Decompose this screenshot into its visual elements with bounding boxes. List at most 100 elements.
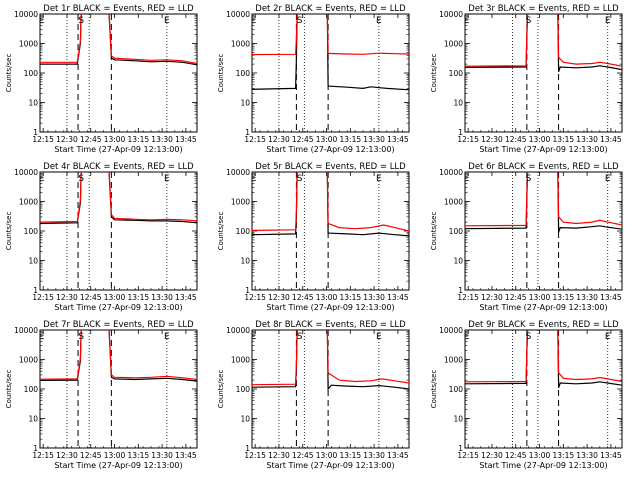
y-tick-label: 10000 bbox=[226, 168, 250, 177]
series-line-lld bbox=[465, 14, 622, 67]
chart-title: Det 8r BLACK = Events, RED = LLD bbox=[255, 320, 406, 330]
x-tick-label: 12:45 bbox=[505, 451, 527, 460]
x-tick-label: 13:30 bbox=[151, 135, 173, 144]
x-tick-label: 12:30 bbox=[268, 135, 290, 144]
y-tick-label: 1 bbox=[458, 286, 463, 295]
event-marker-e: E bbox=[251, 16, 257, 26]
y-tick-label: 100 bbox=[24, 69, 39, 78]
x-axis-title: Start Time (27-Apr-09 12:13:00) bbox=[266, 461, 394, 470]
x-tick-label: 13:00 bbox=[529, 135, 551, 144]
y-tick-label: 100 bbox=[236, 69, 251, 78]
y-tick-label: 1 bbox=[245, 444, 250, 453]
x-axis-title: Start Time (27-Apr-09 12:13:00) bbox=[479, 145, 607, 154]
event-marker-e: E bbox=[376, 174, 382, 184]
y-tick-label: 100 bbox=[449, 69, 464, 78]
x-tick-label: 13:30 bbox=[151, 451, 173, 460]
y-tick-label: 1 bbox=[245, 286, 250, 295]
x-tick-label: 13:30 bbox=[363, 293, 385, 302]
series-line-events bbox=[465, 330, 622, 388]
y-tick-label: 1 bbox=[458, 128, 463, 137]
x-tick-label: 12:30 bbox=[481, 135, 503, 144]
x-tick-label: 12:30 bbox=[56, 293, 78, 302]
plot-frame bbox=[464, 329, 623, 449]
y-tick-label: 1000 bbox=[444, 40, 463, 49]
x-axis-title: Start Time (27-Apr-09 12:13:00) bbox=[266, 303, 394, 312]
plot-frame bbox=[251, 171, 410, 291]
y-axis-title: Counts/sec bbox=[217, 54, 225, 93]
x-tick-label: 13:45 bbox=[387, 451, 409, 460]
event-marker-s: S bbox=[526, 174, 532, 184]
x-tick-label: 13:30 bbox=[576, 293, 598, 302]
event-marker-e: E bbox=[251, 174, 257, 184]
x-tick-label: 13:45 bbox=[387, 293, 409, 302]
series-line-lld bbox=[252, 14, 409, 56]
x-tick-label: 12:30 bbox=[268, 451, 290, 460]
x-tick-label: 12:30 bbox=[481, 451, 503, 460]
chart-panel-3: Det 3r BLACK = Events, RED = LLD 1 10 100 10… bbox=[430, 4, 623, 154]
x-tick-label: 12:45 bbox=[80, 293, 102, 302]
y-tick-label: 1000 bbox=[231, 356, 250, 365]
x-tick-label: 13:00 bbox=[529, 451, 551, 460]
x-tick-label: 13:15 bbox=[340, 293, 362, 302]
x-tick-label: 13:15 bbox=[128, 451, 150, 460]
chart-panel-9: Det 9r BLACK = Events, RED = LLD 1 10 100 10… bbox=[430, 320, 623, 470]
y-tick-label: 10000 bbox=[14, 326, 38, 335]
y-axis-title: Counts/sec bbox=[217, 370, 225, 409]
y-tick-label: 100 bbox=[449, 385, 464, 394]
y-axis-title: Counts/sec bbox=[430, 212, 438, 251]
event-marker-e: E bbox=[251, 332, 257, 342]
series-line-lld bbox=[465, 330, 622, 383]
x-axis-title: Start Time (27-Apr-09 12:13:00) bbox=[266, 145, 394, 154]
series-line-events bbox=[465, 172, 622, 233]
x-tick-label: 13:00 bbox=[316, 135, 338, 144]
series-line-events bbox=[40, 14, 197, 66]
event-marker-e: E bbox=[605, 16, 611, 26]
x-tick-label: 12:15 bbox=[457, 135, 479, 144]
x-tick-label: 13:15 bbox=[553, 451, 575, 460]
x-tick-label: 12:45 bbox=[292, 135, 314, 144]
chart-title: Det 3r BLACK = Events, RED = LLD bbox=[468, 4, 619, 14]
y-tick-label: 10 bbox=[240, 415, 250, 424]
y-tick-label: 10 bbox=[453, 257, 463, 266]
x-axis-title: Start Time (27-Apr-09 12:13:00) bbox=[54, 461, 182, 470]
chart-panel-8: Det 8r BLACK = Events, RED = LLD 1 10 100 10… bbox=[217, 320, 410, 470]
plot-frame bbox=[39, 329, 198, 449]
plot-frame bbox=[39, 171, 198, 291]
y-tick-label: 1 bbox=[33, 286, 38, 295]
y-axis-title: Counts/sec bbox=[430, 370, 438, 409]
event-marker-s: S bbox=[297, 174, 303, 184]
chart-panel-2: Det 2r BLACK = Events, RED = LLD 1 10 100 10… bbox=[217, 4, 410, 154]
y-tick-label: 100 bbox=[236, 385, 251, 394]
x-tick-label: 13:45 bbox=[175, 293, 197, 302]
series-line-events bbox=[252, 14, 409, 91]
y-tick-label: 1 bbox=[458, 444, 463, 453]
x-tick-label: 12:30 bbox=[56, 451, 78, 460]
y-tick-label: 10000 bbox=[226, 326, 250, 335]
x-tick-label: 12:45 bbox=[80, 451, 102, 460]
x-tick-label: 13:45 bbox=[175, 451, 197, 460]
chart-title: Det 1r BLACK = Events, RED = LLD bbox=[43, 4, 194, 14]
x-tick-label: 12:15 bbox=[32, 451, 54, 460]
x-tick-label: 12:30 bbox=[481, 293, 503, 302]
x-tick-label: 13:45 bbox=[175, 135, 197, 144]
chart-title: Det 4r BLACK = Events, RED = LLD bbox=[43, 162, 194, 172]
x-axis-title: Start Time (27-Apr-09 12:13:00) bbox=[54, 145, 182, 154]
x-tick-label: 12:45 bbox=[80, 135, 102, 144]
y-tick-label: 1 bbox=[33, 444, 38, 453]
event-marker-e: E bbox=[376, 16, 382, 26]
chart-title: Det 9r BLACK = Events, RED = LLD bbox=[468, 320, 619, 330]
x-tick-label: 13:45 bbox=[600, 135, 622, 144]
y-tick-label: 1000 bbox=[444, 356, 463, 365]
x-axis-title: Start Time (27-Apr-09 12:13:00) bbox=[479, 461, 607, 470]
chart-panel-1: Det 1r BLACK = Events, RED = LLD 1 10 100 10… bbox=[5, 4, 198, 154]
x-tick-label: 13:15 bbox=[340, 451, 362, 460]
chart-title: Det 7r BLACK = Events, RED = LLD bbox=[43, 320, 194, 330]
series-line-events bbox=[252, 172, 409, 237]
x-tick-label: 13:00 bbox=[104, 293, 126, 302]
y-tick-label: 1000 bbox=[19, 40, 38, 49]
x-tick-label: 12:15 bbox=[32, 135, 54, 144]
event-marker-s: S bbox=[297, 16, 303, 26]
series-line-events bbox=[40, 330, 197, 382]
x-tick-label: 13:30 bbox=[151, 293, 173, 302]
